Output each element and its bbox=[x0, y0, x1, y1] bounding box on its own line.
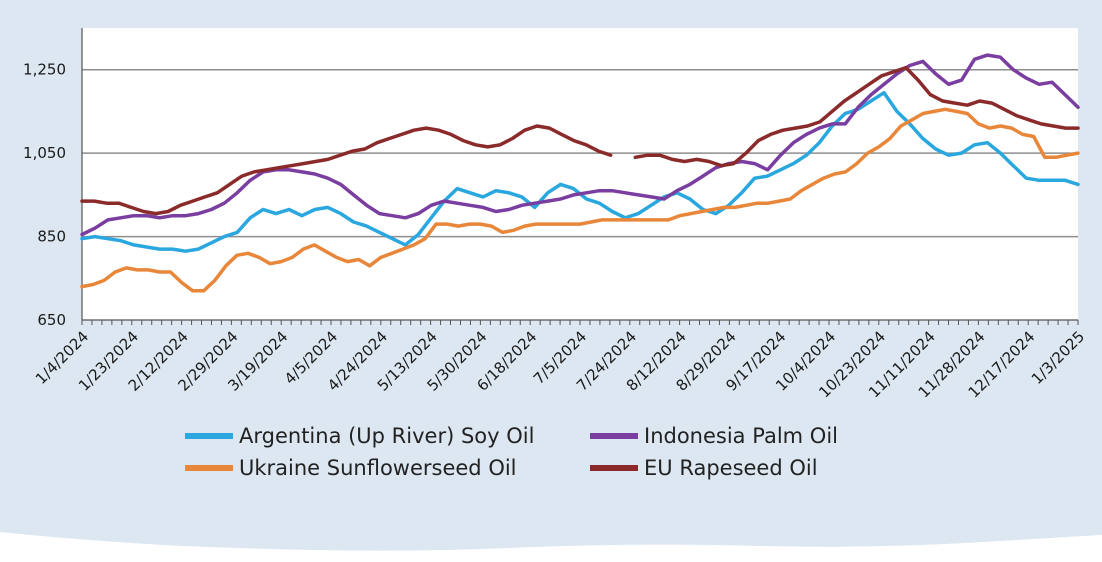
series-line-eu-rapeseed-oil bbox=[80, 65, 1080, 216]
series-line-indonesia-palm-oil bbox=[80, 53, 1080, 237]
series-line-ukraine-sunflowerseed-oil bbox=[80, 107, 1080, 293]
legend-swatch-eu-rapeseed-oil bbox=[590, 465, 638, 471]
legend-item-argentina-soy-oil: Argentina (Up River) Soy Oil bbox=[185, 424, 534, 448]
legend-label-argentina-soy-oil: Argentina (Up River) Soy Oil bbox=[239, 424, 535, 448]
legend-item-eu-rapeseed-oil: EU Rapeseed Oil bbox=[590, 456, 818, 480]
legend-label-indonesia-palm-oil: Indonesia Palm Oil bbox=[644, 424, 838, 448]
y-tick-label: 650 bbox=[37, 311, 66, 329]
x-tick-label: 1/3/2025 bbox=[1028, 328, 1088, 388]
legend-swatch-ukraine-sunflowerseed-oil bbox=[185, 465, 233, 471]
legend-item-indonesia-palm-oil: Indonesia Palm Oil bbox=[590, 424, 838, 448]
plot-area bbox=[82, 28, 1078, 320]
legend-label-ukraine-sunflowerseed-oil: Ukraine Sunflowerseed Oil bbox=[239, 456, 517, 480]
x-axis: 1/4/20241/23/20242/12/20242/29/20243/19/… bbox=[32, 319, 1088, 401]
legend-swatch-indonesia-palm-oil bbox=[590, 433, 638, 439]
gridlines bbox=[82, 68, 1078, 238]
y-axis: 650 850 1,050 1,250 bbox=[23, 28, 83, 329]
legend-label-eu-rapeseed-oil: EU Rapeseed Oil bbox=[644, 456, 818, 480]
y-tick-label: 1,050 bbox=[23, 144, 66, 162]
y-tick-label: 850 bbox=[37, 228, 66, 246]
series-lines bbox=[80, 53, 1080, 293]
y-tick-label: 1,250 bbox=[23, 61, 66, 79]
legend-item-ukraine-sunflowerseed-oil: Ukraine Sunflowerseed Oil bbox=[185, 456, 517, 480]
legend-swatch-argentina-soy-oil bbox=[185, 433, 233, 439]
